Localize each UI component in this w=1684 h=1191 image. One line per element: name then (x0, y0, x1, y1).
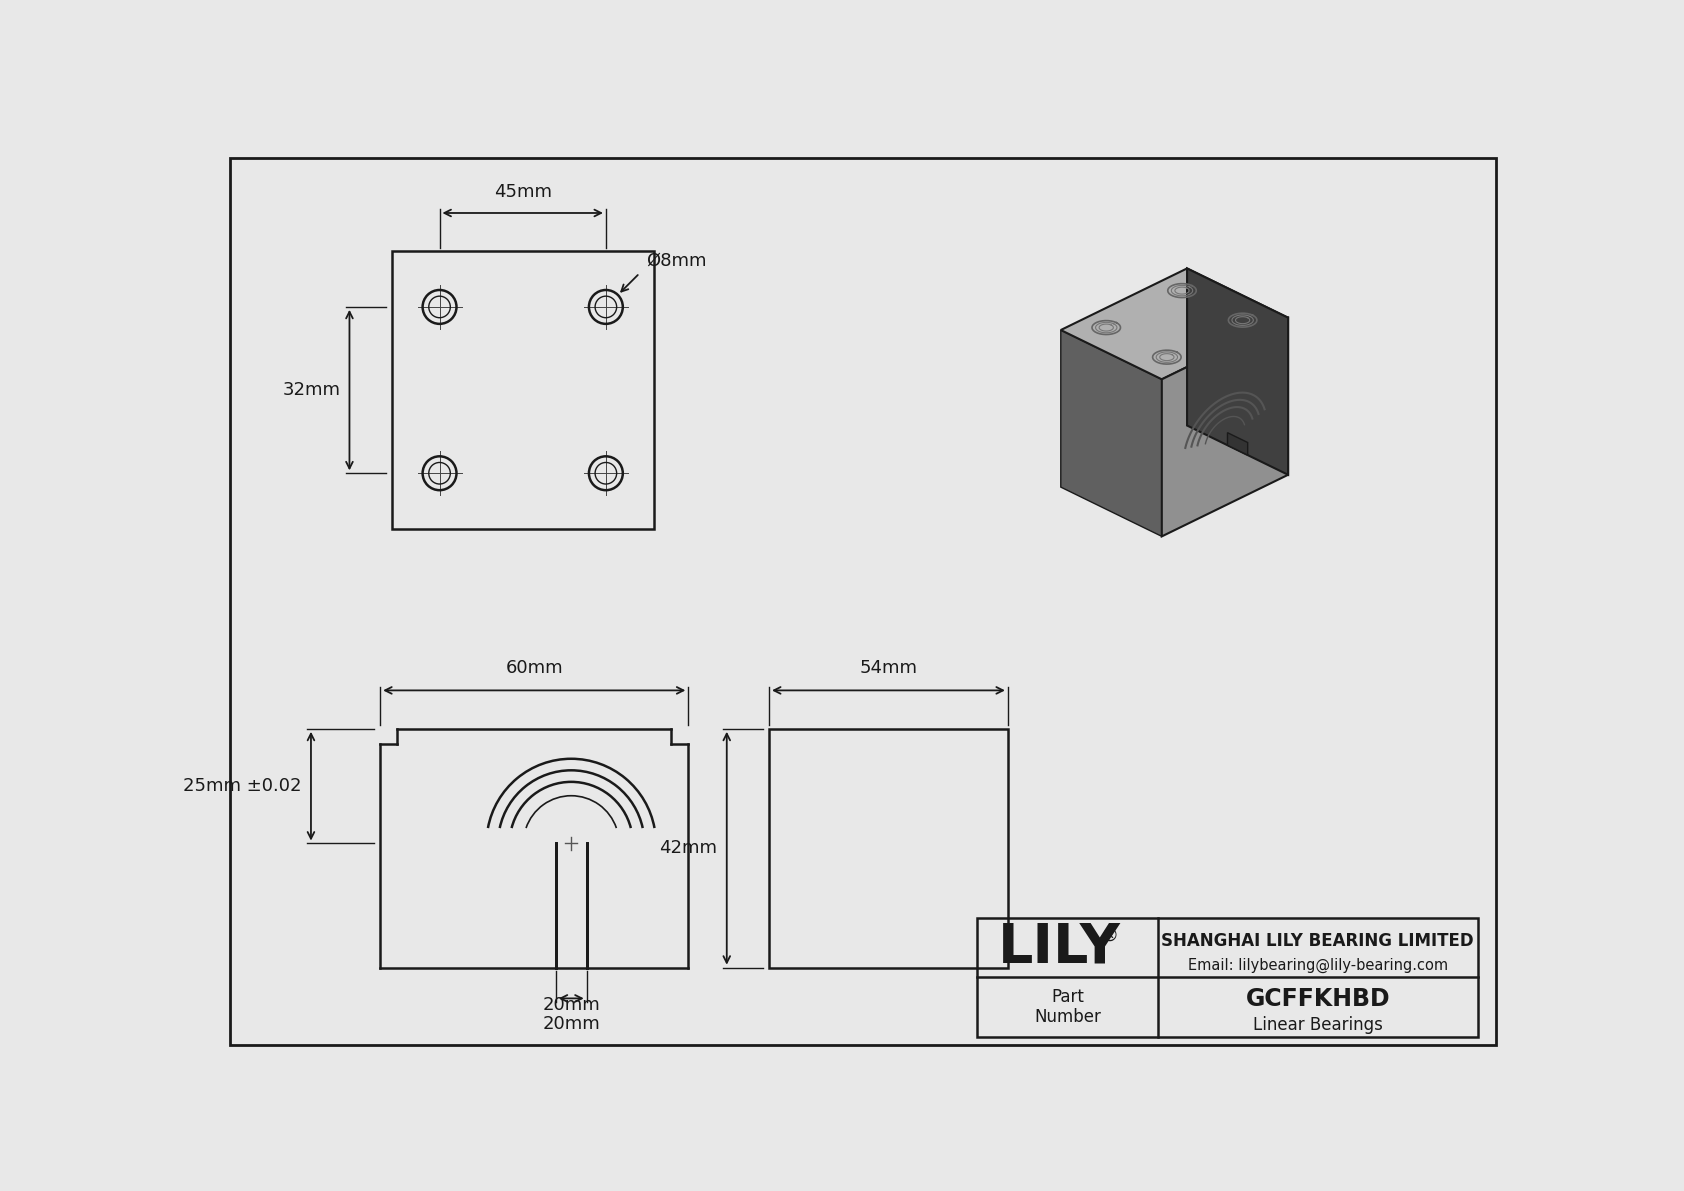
Text: Part
Number: Part Number (1034, 987, 1101, 1027)
Text: 42mm: 42mm (660, 840, 717, 858)
Text: Ø8mm: Ø8mm (647, 252, 706, 270)
Polygon shape (1228, 432, 1248, 455)
Text: LILY: LILY (999, 921, 1122, 974)
Text: Linear Bearings: Linear Bearings (1253, 1016, 1383, 1034)
Text: SHANGHAI LILY BEARING LIMITED: SHANGHAI LILY BEARING LIMITED (1162, 933, 1474, 950)
Text: 45mm: 45mm (493, 182, 552, 200)
Polygon shape (1187, 268, 1288, 475)
Bar (977, 917, 1477, 1037)
Text: 20mm: 20mm (542, 996, 600, 1014)
Text: GCFFKHBD: GCFFKHBD (1246, 986, 1389, 1011)
Text: 20mm: 20mm (542, 1016, 600, 1034)
Text: Email: lilybearing@lily-bearing.com: Email: lilybearing@lily-bearing.com (1187, 958, 1448, 973)
Text: 60mm: 60mm (505, 659, 562, 676)
Polygon shape (1162, 318, 1288, 536)
Bar (770, 729, 1007, 967)
Polygon shape (1061, 268, 1288, 379)
Text: 54mm: 54mm (859, 659, 918, 676)
Text: ®: ® (1101, 927, 1118, 944)
Bar (392, 251, 653, 529)
Polygon shape (1061, 330, 1162, 536)
Text: 32mm: 32mm (283, 381, 340, 399)
Text: 25mm ±0.02: 25mm ±0.02 (184, 778, 301, 796)
